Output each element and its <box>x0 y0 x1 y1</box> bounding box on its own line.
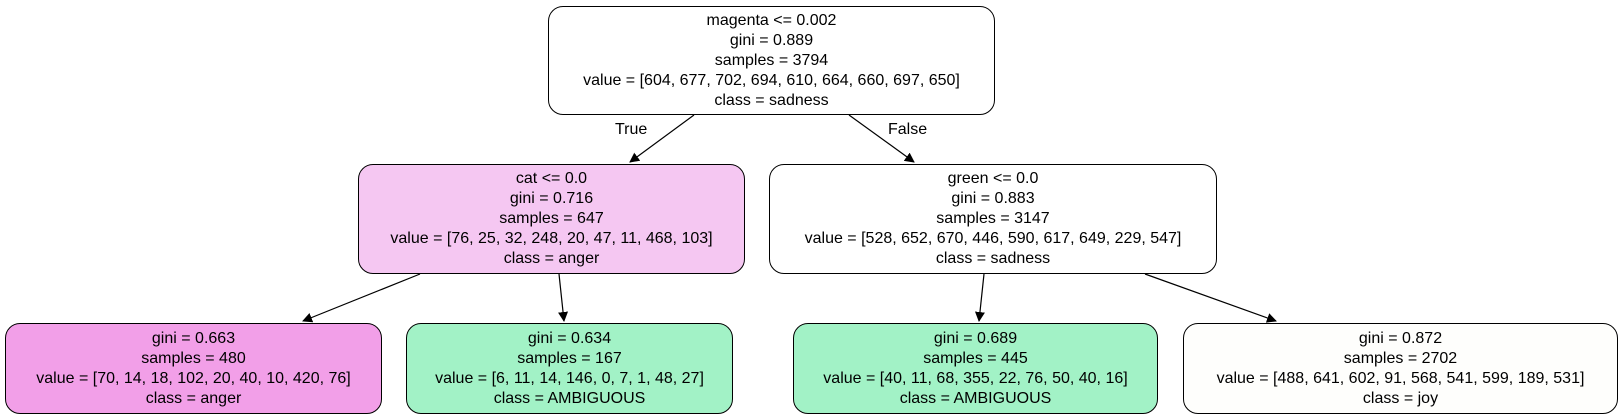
node-gini: gini = 0.716 <box>509 190 594 207</box>
node-class: class = anger <box>145 389 242 407</box>
tree-node-left: cat <= 0.0 gini = 0.716 samples = 647 va… <box>358 164 745 274</box>
edge-label-true: True <box>615 121 648 138</box>
node-samples: samples = 480 <box>141 349 246 367</box>
node-value: value = [70, 14, 18, 102, 20, 40, 10, 42… <box>36 369 351 387</box>
edge-left-leftleft <box>302 273 421 323</box>
node-class: class = AMBIGUOUS <box>493 389 646 407</box>
node-value: value = [488, 641, 602, 91, 568, 541, 59… <box>1216 369 1585 387</box>
node-value: value = [6, 11, 14, 146, 0, 7, 1, 48, 27… <box>435 369 704 387</box>
node-class: class = joy <box>1362 389 1439 407</box>
node-class: class = anger <box>503 250 600 267</box>
node-split: green <= 0.0 <box>947 170 1039 187</box>
edge-right-rightright <box>1144 273 1277 323</box>
node-class: class = sadness <box>714 91 829 109</box>
node-split: magenta <= 0.002 <box>706 11 837 29</box>
node-value: value = [604, 677, 702, 694, 610, 664, 6… <box>583 71 960 89</box>
node-gini: gini = 0.689 <box>933 329 1018 347</box>
tree-leaf-right-left: gini = 0.689 samples = 445 value = [40, … <box>793 323 1158 414</box>
node-samples: samples = 647 <box>499 210 604 227</box>
node-gini: gini = 0.634 <box>527 329 612 347</box>
node-class: class = AMBIGUOUS <box>899 389 1052 407</box>
tree-leaf-right-right: gini = 0.872 samples = 2702 value = [488… <box>1183 323 1618 414</box>
edge-root-right <box>848 114 915 163</box>
node-gini: gini = 0.889 <box>729 31 814 49</box>
node-value: value = [528, 652, 670, 446, 590, 617, 6… <box>804 230 1182 247</box>
tree-leaf-left-left: gini = 0.663 samples = 480 value = [70, … <box>5 323 382 414</box>
tree-node-root: magenta <= 0.002 gini = 0.889 samples = … <box>548 6 995 115</box>
node-class: class = sadness <box>935 250 1051 267</box>
node-gini: gini = 0.883 <box>951 190 1035 207</box>
node-samples: samples = 3147 <box>936 210 1050 227</box>
node-gini: gini = 0.872 <box>1358 329 1443 347</box>
node-samples: samples = 167 <box>517 349 622 367</box>
node-value: value = [76, 25, 32, 248, 20, 47, 11, 46… <box>390 230 713 247</box>
node-value: value = [40, 11, 68, 355, 22, 76, 50, 40… <box>823 369 1128 387</box>
edge-left-leftright <box>558 273 569 322</box>
node-samples: samples = 3794 <box>714 51 829 69</box>
node-samples: samples = 445 <box>923 349 1028 367</box>
tree-node-right: green <= 0.0 gini = 0.883 samples = 3147… <box>769 164 1217 274</box>
edge-right-rightleft <box>974 273 985 322</box>
edge-label-false: False <box>888 121 928 138</box>
node-gini: gini = 0.663 <box>151 329 236 347</box>
node-split: cat <= 0.0 <box>515 170 588 187</box>
node-samples: samples = 2702 <box>1343 349 1458 367</box>
edge-root-left <box>629 114 695 163</box>
tree-leaf-left-right: gini = 0.634 samples = 167 value = [6, 1… <box>406 323 733 414</box>
